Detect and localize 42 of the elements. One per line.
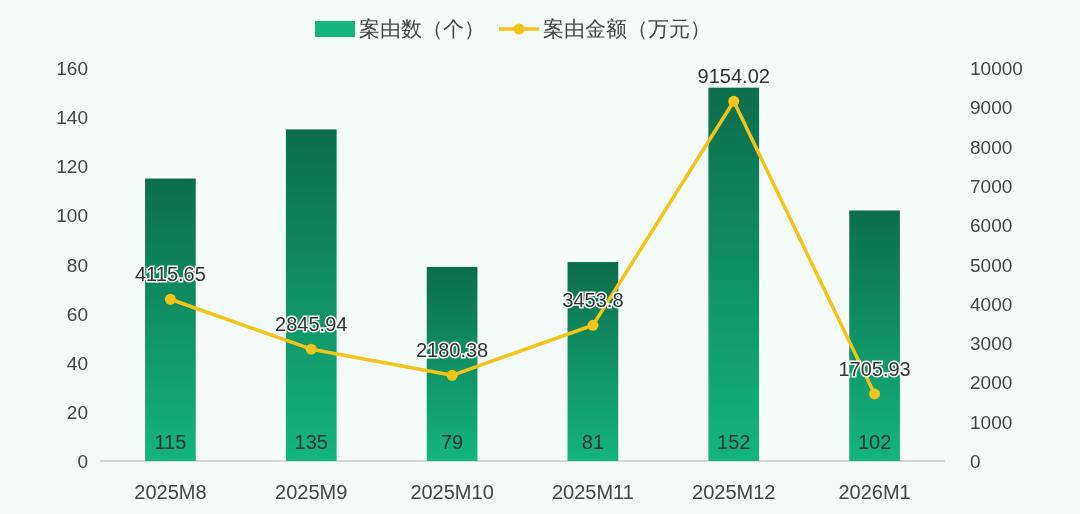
y-tick-label: 160 [56, 58, 88, 79]
y2-tick-label: 3000 [970, 333, 1013, 355]
y-tick-label: 140 [56, 107, 88, 129]
x-tick-label: 2026M1 [838, 481, 911, 503]
y2-tick-label: 9000 [970, 97, 1013, 119]
y-tick-label: 40 [66, 352, 88, 374]
point [587, 319, 599, 331]
data-label: 79 [440, 431, 464, 453]
y-tick-label: 20 [66, 401, 88, 423]
y-tick-label: 120 [56, 156, 88, 178]
y2-tick-label: 8000 [970, 136, 1013, 158]
y-tick-label: 60 [66, 303, 88, 325]
y-tick-label: 0 [77, 451, 88, 472]
point [446, 369, 458, 381]
data-label: 135 [294, 431, 328, 453]
y2-tick-label: 0 [970, 451, 981, 472]
y-tick-label: 80 [66, 254, 88, 276]
legend-label: 案由数（个） [359, 17, 485, 40]
x-tick-label: 2025M9 [275, 481, 348, 503]
point [164, 293, 176, 305]
x-tick-label: 2025M10 [410, 481, 494, 503]
point [869, 388, 881, 400]
data-label: 152 [717, 431, 751, 453]
x-tick-label: 2025M11 [551, 481, 634, 503]
y2-tick-label: 5000 [970, 254, 1013, 276]
y2-tick-label: 4000 [970, 293, 1013, 315]
y2-tick-label: 6000 [970, 215, 1013, 237]
y2-tick-label: 7000 [970, 175, 1013, 197]
data-label: 115 [154, 431, 187, 453]
y2-tick-label: 10000 [970, 58, 1023, 79]
x-tick-label: 2025M12 [692, 481, 776, 503]
y2-tick-label: 2000 [970, 372, 1013, 394]
data-label: 9154.02 [697, 65, 770, 88]
data-label: 102 [857, 431, 892, 453]
x-tick-label: 2025M8 [134, 481, 207, 503]
bar [708, 87, 760, 461]
y-tick-label: 100 [56, 205, 88, 227]
data-label: 81 [581, 431, 605, 453]
y2-tick-label: 1000 [970, 411, 1013, 433]
point [305, 343, 317, 355]
point [728, 95, 740, 107]
legend-label: 案由金额（万元） [543, 17, 711, 40]
